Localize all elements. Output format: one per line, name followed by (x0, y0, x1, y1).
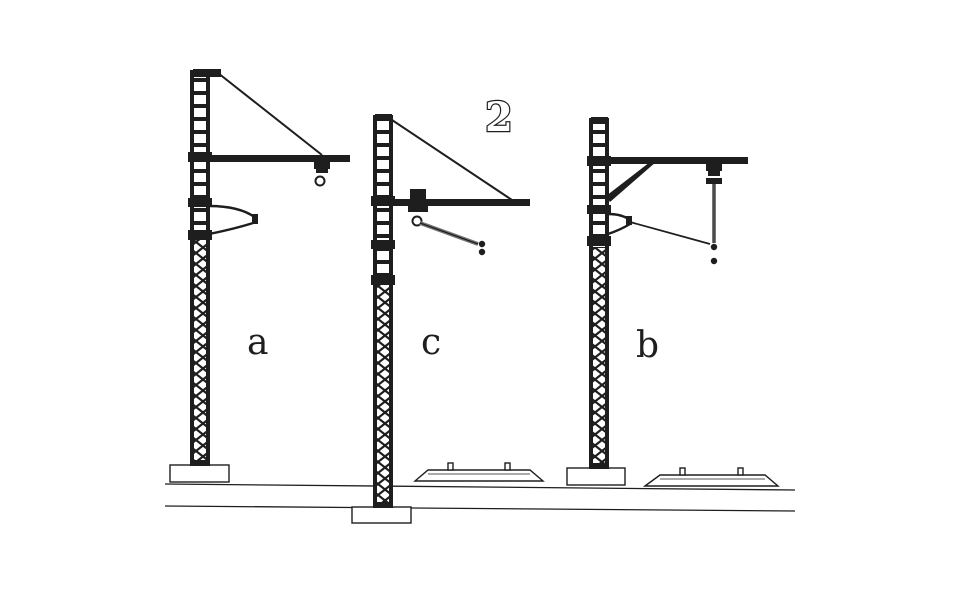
mast-c-insulator (408, 189, 428, 227)
mast-c-lattice (376, 285, 390, 507)
mast-b-contact-wire (710, 243, 718, 251)
mast-a-lattice (193, 240, 207, 465)
mast-c-cantilever-arm (390, 199, 530, 206)
label-c: c (421, 322, 441, 363)
mast-a-insulator (314, 162, 330, 187)
mast-b (566, 117, 748, 486)
ground-line-upper (164, 483, 796, 491)
mast-c (351, 114, 530, 524)
mast-b-insulator (706, 164, 722, 243)
mast-a-foundation (169, 464, 230, 483)
mast-b-upper-shaft (592, 118, 606, 248)
mast-a-bracket (208, 204, 258, 236)
mast-b-diagonal-brace (606, 162, 656, 202)
mast-a-stay-wire (217, 72, 323, 156)
mast-b-foundation (566, 467, 626, 486)
label-a: a (247, 322, 268, 363)
label-b: b (636, 325, 659, 366)
mast-a (169, 69, 350, 483)
mast-b-registration-arm (629, 221, 711, 245)
ground-line-lower (164, 505, 796, 512)
mast-c-contact-wire (478, 240, 486, 248)
mast-b-messenger-wire (710, 257, 718, 265)
figure-number: 2 (485, 94, 513, 141)
mast-b-cantilever-arm (606, 157, 748, 164)
mast-c-stay-wire (391, 119, 513, 201)
mast-c-messenger-wire (478, 248, 486, 256)
rail-track-2 (642, 467, 780, 487)
mast-a-cantilever-arm (207, 155, 350, 162)
mast-b-lattice (592, 248, 606, 468)
rail-track-1 (413, 462, 545, 482)
mast-c-foundation (351, 506, 412, 524)
ground-lines (164, 483, 796, 512)
